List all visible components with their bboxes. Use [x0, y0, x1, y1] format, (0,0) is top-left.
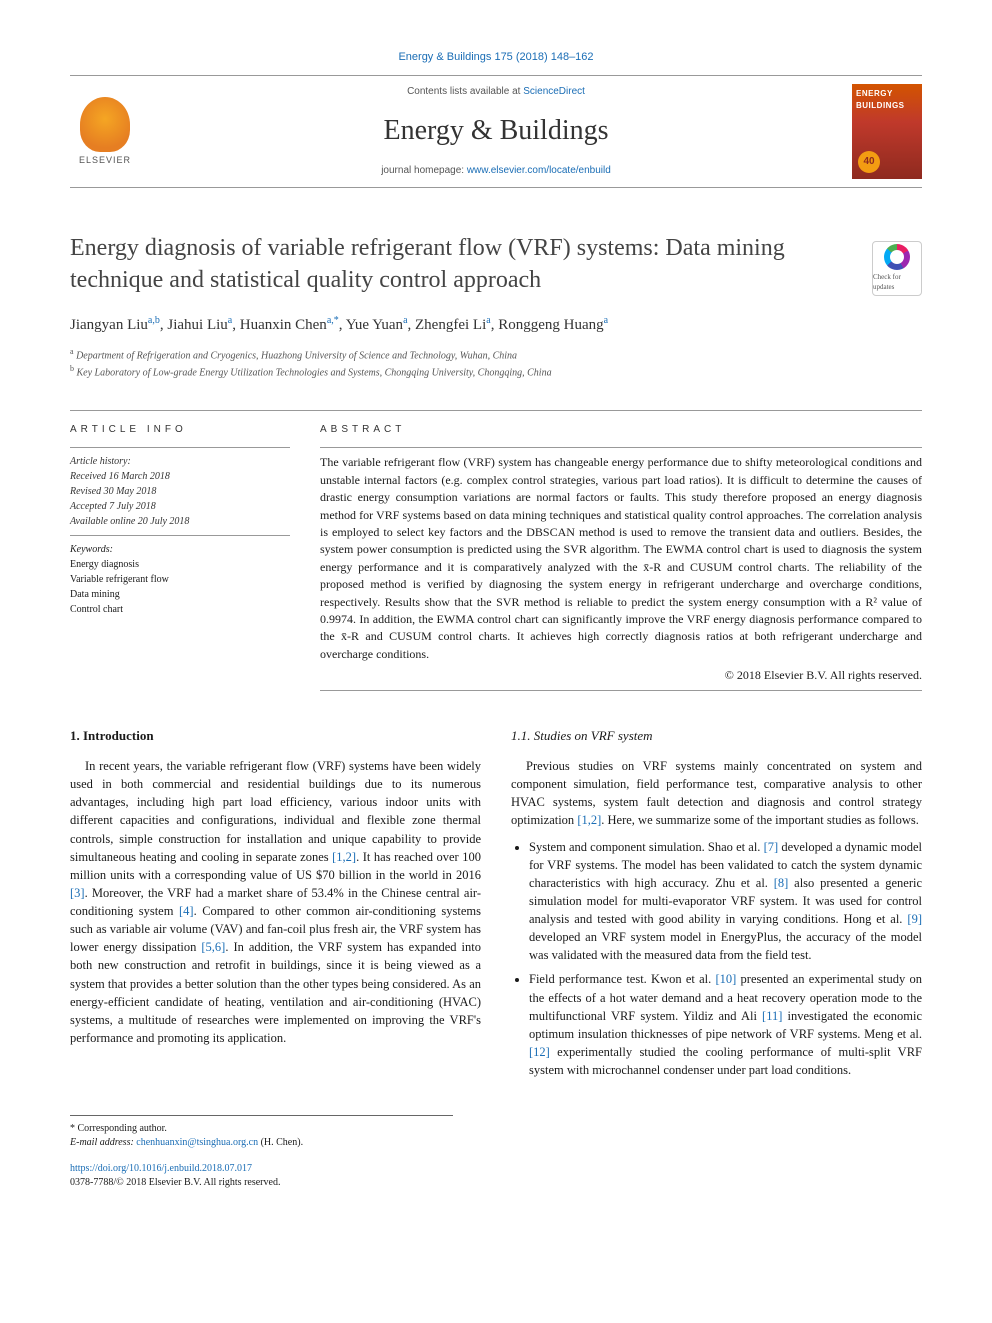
history-accepted: Accepted 7 July 2018 — [70, 499, 290, 514]
history-label: Article history: — [70, 454, 290, 469]
keyword-item: Data mining — [70, 587, 290, 602]
keyword-item: Energy diagnosis — [70, 557, 290, 572]
keywords-label: Keywords: — [70, 542, 290, 557]
elsevier-label: ELSEVIER — [70, 154, 140, 167]
keyword-item: Control chart — [70, 602, 290, 617]
footnotes: * Corresponding author. E-mail address: … — [70, 1115, 453, 1150]
contents-available-line: Contents lists available at ScienceDirec… — [140, 85, 852, 99]
article-title: Energy diagnosis of variable refrigerant… — [70, 233, 922, 295]
elsevier-logo: ELSEVIER — [70, 97, 140, 167]
body-column-left: 1. Introduction In recent years, the var… — [70, 727, 481, 1085]
journal-title: Energy & Buildings — [140, 111, 852, 150]
doi-block: https://doi.org/10.1016/j.enbuild.2018.0… — [70, 1162, 922, 1190]
authors-line: Jiangyan Liua,b, Jiahui Liua, Huanxin Ch… — [70, 314, 922, 336]
intro-paragraph: In recent years, the variable refrigeran… — [70, 757, 481, 1047]
issn-copyright-line: 0378-7788/© 2018 Elsevier B.V. All right… — [70, 1177, 280, 1188]
affiliation-line: a Department of Refrigeration and Cryoge… — [70, 346, 922, 363]
affiliation-line: b Key Laboratory of Low-grade Energy Uti… — [70, 363, 922, 380]
history-revised: Revised 30 May 2018 — [70, 484, 290, 499]
keyword-item: Variable refrigerant flow — [70, 572, 290, 587]
masthead: ELSEVIER Contents lists available at Sci… — [70, 75, 922, 188]
article-info-column: article info Article history: Received 1… — [70, 411, 290, 696]
abstract-label: abstract — [320, 423, 922, 437]
email-label: E-mail address: — [70, 1137, 134, 1148]
abstract-column: abstract The variable refrigerant flow (… — [320, 411, 922, 696]
abstract-text: The variable refrigerant flow (VRF) syst… — [320, 454, 922, 663]
body-column-right: 1.1. Studies on VRF system Previous stud… — [511, 727, 922, 1085]
cover-badge-icon: 40 — [858, 151, 880, 173]
subsection-heading: 1.1. Studies on VRF system — [511, 727, 922, 745]
crossmark-ring-icon — [884, 244, 910, 270]
corresponding-email-link[interactable]: chenhuanxin@tsinghua.org.cn — [136, 1137, 258, 1148]
check-updates-label: Check for updates — [873, 273, 921, 293]
bullet-list: System and component simulation. Shao et… — [511, 838, 922, 1080]
history-received: Received 16 March 2018 — [70, 469, 290, 484]
homepage-prefix: journal homepage: — [381, 165, 467, 176]
check-updates-badge[interactable]: Check for updates — [872, 241, 922, 296]
article-info-label: article info — [70, 423, 290, 437]
homepage-link[interactable]: www.elsevier.com/locate/enbuild — [467, 165, 611, 176]
section-heading-intro: 1. Introduction — [70, 727, 481, 745]
journal-cover-thumbnail: ENERGY BUILDINGS 40 — [852, 84, 922, 179]
bullet-item: System and component simulation. Shao et… — [529, 838, 922, 965]
corresponding-name: (H. Chen). — [261, 1137, 304, 1148]
history-online: Available online 20 July 2018 — [70, 514, 290, 529]
cover-title: ENERGY BUILDINGS — [856, 88, 918, 110]
keywords-block: Keywords: Energy diagnosisVariable refri… — [70, 542, 290, 617]
abstract-copyright: © 2018 Elsevier B.V. All rights reserved… — [320, 667, 922, 684]
article-history: Article history: Received 16 March 2018 … — [70, 454, 290, 529]
citation-line: Energy & Buildings 175 (2018) 148–162 — [70, 50, 922, 65]
contents-prefix: Contents lists available at — [407, 86, 523, 97]
affiliations: a Department of Refrigeration and Cryoge… — [70, 346, 922, 381]
homepage-line: journal homepage: www.elsevier.com/locat… — [140, 164, 852, 178]
doi-link[interactable]: https://doi.org/10.1016/j.enbuild.2018.0… — [70, 1163, 252, 1174]
bullet-item: Field performance test. Kwon et al. [10]… — [529, 970, 922, 1079]
subsection-paragraph: Previous studies on VRF systems mainly c… — [511, 757, 922, 830]
sciencedirect-link[interactable]: ScienceDirect — [523, 86, 585, 97]
corresponding-author-label: * Corresponding author. — [70, 1122, 453, 1136]
elsevier-tree-icon — [80, 97, 130, 152]
